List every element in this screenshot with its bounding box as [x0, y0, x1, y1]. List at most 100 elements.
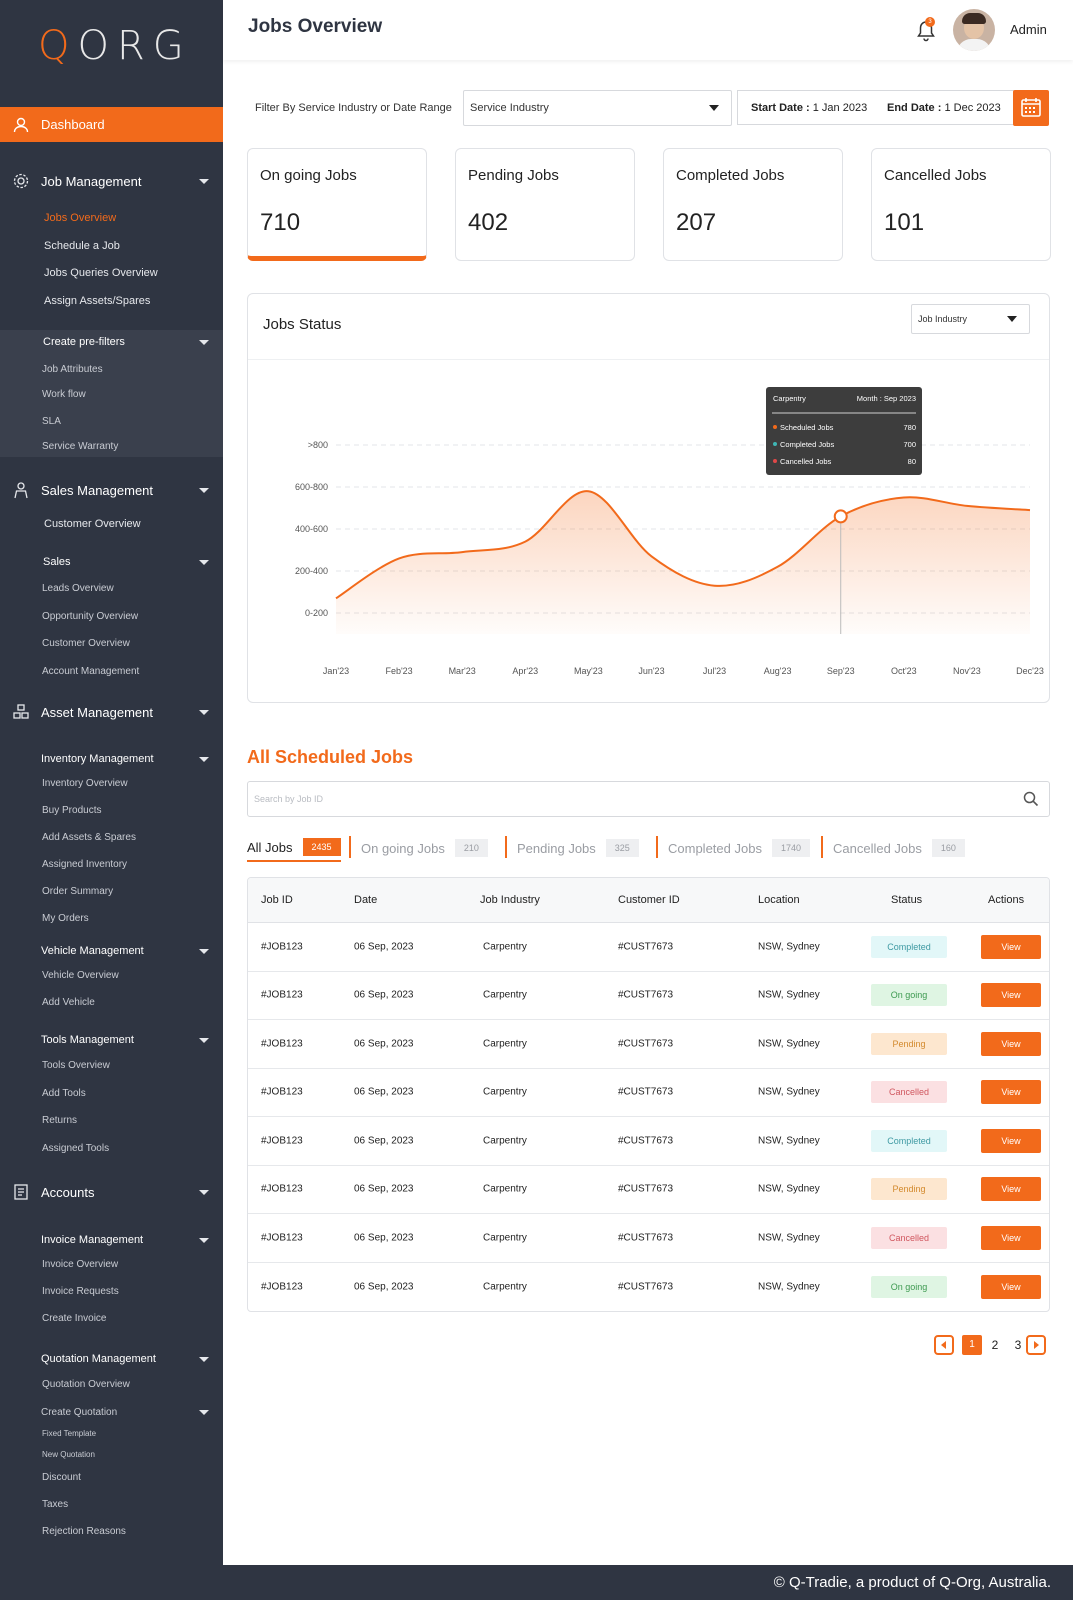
sidebar-item-fixed-template[interactable]: Fixed Template: [42, 1429, 97, 1438]
job-industry-select[interactable]: Job Industry: [911, 304, 1030, 334]
sidebar-item-add-vehicle[interactable]: Add Vehicle: [42, 997, 95, 1008]
sidebar-item-new-quotation[interactable]: New Quotation: [42, 1450, 95, 1459]
sidebar-item-invoice-requests[interactable]: Invoice Requests: [42, 1286, 119, 1297]
cell-date: 06 Sep, 2023: [354, 941, 414, 953]
tooltip-row-value: 780: [903, 423, 916, 432]
sidebar-item-assigned-tools[interactable]: Assigned Tools: [42, 1143, 110, 1154]
sidebar-item-jobs-queries[interactable]: Jobs Queries Overview: [44, 267, 158, 279]
top-header: Jobs Overview 3 Admin: [223, 0, 1073, 60]
cell-job-industry: Carpentry: [483, 989, 527, 1001]
sidebar-item-job-attributes[interactable]: Job Attributes: [42, 364, 103, 375]
view-button[interactable]: View: [981, 1128, 1041, 1153]
sidebar-item-schedule-job[interactable]: Schedule a Job: [44, 240, 120, 252]
search-icon[interactable]: [1023, 791, 1039, 807]
tab-cancelled-jobs[interactable]: Cancelled Jobs 160: [833, 834, 965, 862]
column-header-job-id: Job ID: [261, 894, 293, 906]
sidebar-item-taxes[interactable]: Taxes: [42, 1499, 69, 1510]
sidebar-item-tools-overview[interactable]: Tools Overview: [42, 1060, 110, 1071]
sidebar-item-sla[interactable]: SLA: [42, 416, 61, 427]
sidebar-item-sales-management[interactable]: Sales Management: [0, 478, 223, 502]
cell-location: NSW, Sydney: [758, 1183, 820, 1195]
sidebar-item-create-invoice[interactable]: Create Invoice: [42, 1313, 107, 1324]
view-button[interactable]: View: [981, 1177, 1041, 1202]
avatar[interactable]: [953, 9, 995, 51]
sidebar-item-account-management[interactable]: Account Management: [42, 666, 140, 677]
tab-ongoing-jobs[interactable]: On going Jobs 210: [361, 834, 488, 862]
view-button[interactable]: View: [981, 1031, 1041, 1056]
sidebar-item-opportunity-overview[interactable]: Opportunity Overview: [42, 611, 139, 622]
sidebar-item-invoice-management[interactable]: Invoice Management: [0, 1228, 223, 1252]
sidebar-item-inventory-management[interactable]: Inventory Management: [0, 747, 223, 771]
prev-page-button[interactable]: [934, 1335, 954, 1355]
sidebar-item-leads-overview[interactable]: Leads Overview: [42, 583, 114, 594]
calendar-button[interactable]: [1013, 90, 1049, 126]
footer: © Q-Tradie, a product of Q-Org, Australi…: [0, 1565, 1073, 1600]
stat-card-completed[interactable]: Completed Jobs 207: [663, 148, 843, 261]
sidebar-item-assign-assets[interactable]: Assign Assets/Spares: [44, 295, 151, 307]
page-number-2[interactable]: 2: [991, 1338, 999, 1352]
sidebar-item-invoice-overview[interactable]: Invoice Overview: [42, 1259, 119, 1270]
sidebar-item-add-assets-spares[interactable]: Add Assets & Spares: [42, 832, 136, 843]
view-button[interactable]: View: [981, 983, 1041, 1008]
sidebar-item-create-quotation[interactable]: Create Quotation: [0, 1400, 223, 1424]
copyright-text: © Q-Tradie, a product of Q-Org, Australi…: [773, 1574, 1051, 1591]
cell-date: 06 Sep, 2023: [354, 989, 414, 1001]
table-row: #JOB123 06 Sep, 2023 Carpentry #CUST7673 NSW…: [248, 1020, 1049, 1069]
view-button[interactable]: View: [981, 1225, 1041, 1250]
sidebar-item-order-summary[interactable]: Order Summary: [42, 886, 114, 897]
sidebar-item-create-prefilters[interactable]: Create pre-filters: [0, 330, 223, 354]
sidebar-item-tools-management[interactable]: Tools Management: [0, 1028, 223, 1052]
sidebar-item-service-warranty[interactable]: Service Warranty: [42, 441, 119, 452]
table-row: #JOB123 06 Sep, 2023 Carpentry #CUST7673 NSW…: [248, 1117, 1049, 1166]
sidebar-item-job-management[interactable]: Job Management: [0, 169, 223, 193]
stat-card-ongoing[interactable]: On going Jobs 710: [247, 148, 427, 261]
sidebar-item-quotation-management[interactable]: Quotation Management: [0, 1347, 223, 1371]
sidebar-item-assigned-inventory[interactable]: Assigned Inventory: [42, 859, 128, 870]
sidebar-item-jobs-overview[interactable]: Jobs Overview: [44, 212, 117, 224]
next-page-button[interactable]: [1026, 1335, 1046, 1355]
stat-card-cancelled[interactable]: Cancelled Jobs 101: [871, 148, 1051, 261]
sidebar-item-returns[interactable]: Returns: [42, 1115, 78, 1126]
view-button[interactable]: View: [981, 1080, 1041, 1105]
search-input[interactable]: [254, 790, 994, 808]
calendar-icon: [1021, 98, 1041, 117]
cell-date: 06 Sep, 2023: [354, 1086, 414, 1098]
cell-job-industry: Carpentry: [483, 941, 527, 953]
sidebar-item-vehicle-management[interactable]: Vehicle Management: [0, 939, 223, 963]
chevron-down-icon: [709, 105, 719, 111]
sidebar-item-add-tools[interactable]: Add Tools: [42, 1088, 86, 1099]
service-industry-select[interactable]: Service Industry: [463, 90, 732, 126]
sidebar-item-accounts[interactable]: Accounts: [0, 1180, 223, 1204]
status-badge: Completed: [871, 1129, 947, 1152]
sidebar-item-sales[interactable]: Sales: [0, 550, 223, 574]
tab-all-jobs[interactable]: All Jobs 2435: [247, 834, 341, 862]
sidebar-item-rejection-reasons[interactable]: Rejection Reasons: [42, 1526, 126, 1537]
page-number-1[interactable]: 1: [962, 1335, 982, 1355]
sidebar-item-customer-overview[interactable]: Customer Overview: [44, 518, 141, 530]
view-button[interactable]: View: [981, 934, 1041, 959]
sidebar-item-sales-customer-overview[interactable]: Customer Overview: [42, 638, 130, 649]
sidebar-item-inventory-overview[interactable]: Inventory Overview: [42, 778, 128, 789]
sidebar: QORG Dashboard Job Management Jobs Overv…: [0, 0, 223, 1565]
chevron-down-icon: [199, 1190, 209, 1195]
cell-customer-id: #CUST7673: [618, 989, 674, 1001]
page-number-3[interactable]: 3: [1014, 1338, 1022, 1352]
tab-pending-jobs[interactable]: Pending Jobs 325: [517, 834, 639, 862]
view-button[interactable]: View: [981, 1274, 1041, 1299]
sidebar-item-dashboard[interactable]: Dashboard: [0, 107, 223, 142]
sidebar-item-vehicle-overview[interactable]: Vehicle Overview: [42, 970, 119, 981]
user-name[interactable]: Admin: [1010, 22, 1047, 37]
tooltip-legend-dot: [773, 425, 777, 429]
cell-date: 06 Sep, 2023: [354, 1135, 414, 1147]
sidebar-item-discount[interactable]: Discount: [42, 1472, 81, 1483]
date-range-field[interactable]: Start Date : 1 Jan 2023 End Date : 1 Dec…: [737, 90, 1014, 125]
sidebar-item-quotation-overview[interactable]: Quotation Overview: [42, 1379, 130, 1390]
column-header-date: Date: [354, 894, 378, 906]
series-area: [336, 491, 1030, 634]
sidebar-item-work-flow[interactable]: Work flow: [42, 389, 86, 400]
sidebar-item-buy-products[interactable]: Buy Products: [42, 805, 102, 816]
sidebar-item-asset-management[interactable]: Asset Management: [0, 700, 223, 724]
tab-completed-jobs[interactable]: Completed Jobs 1740: [668, 834, 810, 862]
stat-card-pending[interactable]: Pending Jobs 402: [455, 148, 635, 261]
sidebar-item-my-orders[interactable]: My Orders: [42, 913, 89, 924]
